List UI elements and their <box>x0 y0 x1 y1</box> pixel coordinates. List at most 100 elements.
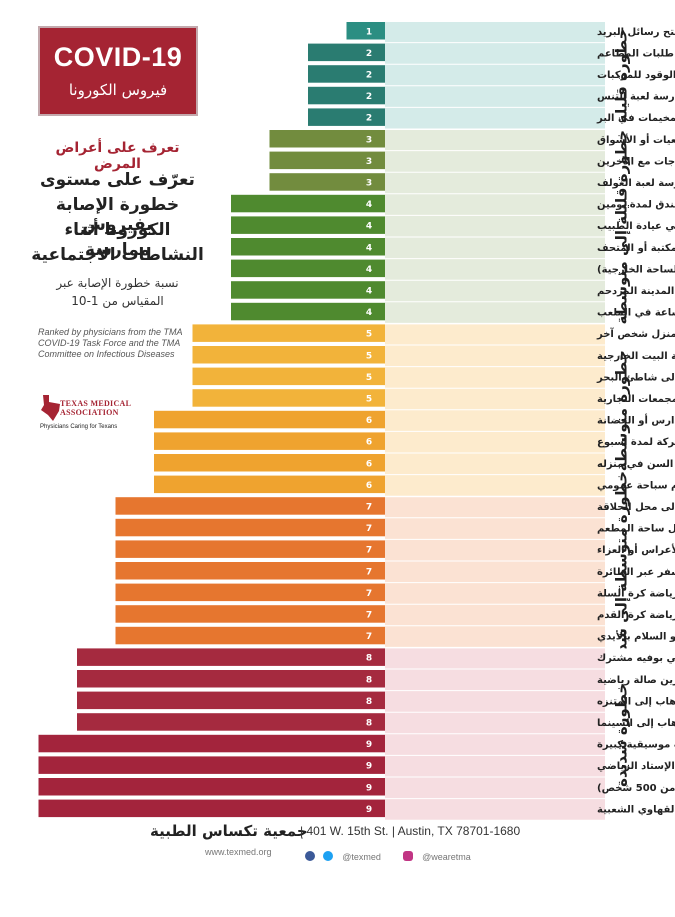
category-label: الذهاب إلى شاطئ البحر <box>596 372 675 383</box>
bar <box>154 475 385 494</box>
bar-value-label: 7 <box>366 610 372 620</box>
bar-value-label: 6 <box>366 459 372 469</box>
category-label: التسوق في الجمعيات أو الأسواق <box>597 133 675 146</box>
bar <box>77 670 385 688</box>
scale-note-line: المقياس من 1-10 <box>71 294 164 308</box>
intro-heading: تعرف على أعراض المرض <box>55 140 180 172</box>
category-label: المشي أو الركض أو ركوب الدراجات مع الآخر… <box>597 154 675 167</box>
risk-group-band <box>385 648 605 821</box>
intro-line: تعرّف على مستوى <box>40 170 195 190</box>
bar-value-label: 8 <box>366 654 372 664</box>
risk-group-label-bg <box>605 324 660 497</box>
risk-group-band <box>385 497 605 648</box>
bar-value-label: 2 <box>366 114 372 124</box>
bar <box>115 626 385 645</box>
category-label: احتضان الآخرين أو السلام بالأيدي <box>597 630 675 643</box>
bar <box>269 173 385 191</box>
bar-value-label: 8 <box>366 697 372 707</box>
bar-value-label: 4 <box>366 286 372 296</box>
bar-value-label: 9 <box>366 805 372 815</box>
bar <box>192 346 385 364</box>
bar-value-label: 4 <box>366 222 372 232</box>
bar-value-label: 9 <box>366 762 372 772</box>
bar <box>77 691 385 710</box>
bar <box>192 324 385 342</box>
bar-value-label: 5 <box>366 351 372 361</box>
bar-value-label: 1 <box>366 27 372 37</box>
category-label: ملأ خزان الوقود للمركبات <box>597 68 675 81</box>
bar-value-label: 7 <box>366 567 372 577</box>
category-label: المشاركة في الأعراس أو العزاء <box>597 543 675 556</box>
bar <box>231 194 385 213</box>
risk-group-label: خطورة متوسطة <box>613 350 631 471</box>
bar <box>269 151 385 170</box>
category-label: التسوق في المجمعات التجارية <box>597 394 675 405</box>
bar <box>346 22 385 40</box>
bar <box>231 216 385 234</box>
category-label: حضور حفلات موسيقية كبيرة <box>597 740 675 751</box>
bar-value-label: 7 <box>366 632 372 642</box>
scale-note-line: نسبة خطورة الإصابة عبر <box>56 276 179 290</box>
bar-value-label: 4 <box>366 308 372 318</box>
category-label: الذهاب إلى دور العبادة (أكثر من 500 شخص) <box>597 781 675 794</box>
category-label: ممارسة رياضة كرة السلة <box>597 588 675 599</box>
bar <box>269 130 385 148</box>
category-label: إرسال الأطفال إلى المدارس أو الحضانة <box>597 414 675 427</box>
social-handle[interactable]: @texmed <box>342 852 381 862</box>
bar <box>38 734 385 753</box>
texas-map-icon <box>41 395 60 421</box>
category-label: البقاء في فندق لمدة يومين <box>597 200 675 211</box>
bar <box>231 259 385 278</box>
covid-title: COVID-19 <box>53 42 183 72</box>
bar-value-label: 3 <box>366 157 372 167</box>
tma-logo-line1: TEXAS MEDICAL <box>60 399 132 408</box>
footer-website[interactable]: www.texmed.org <box>205 847 272 857</box>
category-label: الذهاب إلى محل الحلاقة <box>597 502 675 513</box>
footer-org: جمعية تكساس الطبية <box>150 822 308 840</box>
risk-group-label-bg <box>605 22 660 129</box>
risk-group-band <box>385 22 605 129</box>
risk-group-label: خطورة قليلة <box>613 29 631 124</box>
bar-value-label: 7 <box>366 524 372 534</box>
intro-line: النشاطات الاجتماعية <box>31 245 204 265</box>
bar-value-label: 4 <box>366 243 372 253</box>
twitter-icon[interactable] <box>323 850 334 861</box>
category-label: قضاء ساعة في الملعب <box>597 308 675 319</box>
covid-subtitle: فيروس الكورونا <box>68 81 168 99</box>
category-label: الذهاب للمخيمات في البر <box>596 113 675 124</box>
bar-value-label: 8 <box>366 675 372 685</box>
bar <box>38 778 385 796</box>
category-label: زيارة كبير في السن في منزله <box>597 459 675 470</box>
bar <box>115 583 385 602</box>
risk-group-band <box>385 130 605 324</box>
bar <box>308 65 385 83</box>
ranked-by-note: Ranked by physicians from the TMA COVID-… <box>38 327 183 359</box>
category-label: استلام طلبات المطاعم <box>597 48 675 59</box>
intro-line: خطورة الإصابة بفيروس <box>55 195 180 235</box>
bar-value-label: 6 <box>366 481 372 491</box>
bar-value-label: 6 <box>366 416 372 426</box>
risk-group-label: خطورة قليلة إلى متوسطة <box>613 130 631 325</box>
category-label: الذهاب إلى الإستاد الرياضي <box>597 761 675 772</box>
bar <box>115 518 385 537</box>
bar-value-label: 7 <box>366 502 372 512</box>
bar <box>77 713 385 731</box>
bar-value-label: 2 <box>366 70 372 80</box>
risk-group-label: خطورة شديدة <box>613 683 631 787</box>
category-label: السباحة في حمام سباحة عمومي <box>597 480 675 491</box>
bar <box>154 454 385 472</box>
instagram-handle[interactable]: @wearetma <box>422 852 471 862</box>
footer-address: | 401 W. 15th St. | Austin, TX 78701-168… <box>300 824 521 838</box>
bar-value-label: 4 <box>366 265 372 275</box>
category-label: الذهاب إلى المكتبة أو المتحف <box>597 241 675 254</box>
risk-group-label-bg <box>605 130 660 324</box>
category-label: المشي في وسط المدينة المزدحم <box>597 286 675 297</box>
bar-value-label: 4 <box>366 200 372 210</box>
bar-value-label: 3 <box>366 178 372 188</box>
category-label: الذهاب إلى السينما <box>597 718 675 729</box>
bar-value-label: 9 <box>366 740 372 750</box>
facebook-icon[interactable] <box>305 850 315 861</box>
category-label: الانتظار في عيادة الطبيب <box>597 221 675 232</box>
bar <box>38 756 385 774</box>
instagram-icon[interactable] <box>403 850 413 861</box>
